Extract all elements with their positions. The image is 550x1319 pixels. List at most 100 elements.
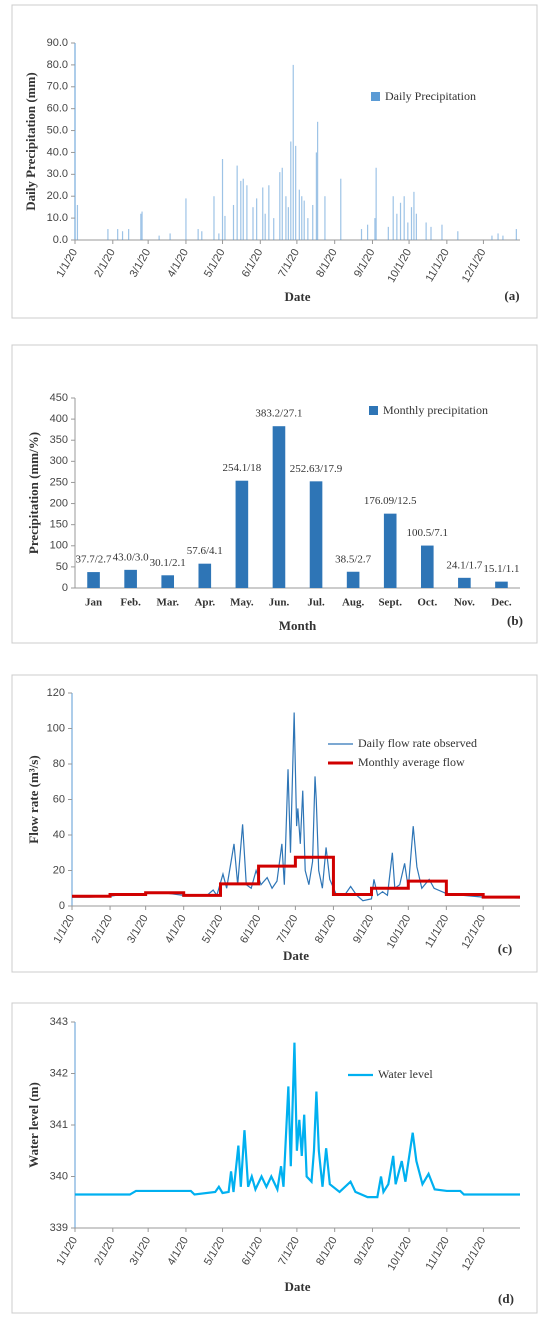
bar (410, 207, 413, 240)
bar (399, 202, 402, 240)
x-tick-label: Jul. (307, 597, 325, 609)
y-tick-label: 70.0 (47, 81, 68, 93)
x-tick-label: 6/1/20 (240, 247, 266, 279)
bar (495, 581, 508, 588)
bar (252, 207, 254, 240)
bar (346, 571, 360, 588)
bar (413, 191, 415, 240)
x-axis-title: Date (285, 1279, 311, 1294)
bar (273, 218, 275, 240)
bar (295, 145, 297, 240)
y-tick-label: 120 (47, 687, 65, 699)
y-tick-label: 80 (53, 758, 65, 770)
x-axis-title: Date (285, 289, 311, 304)
legend-label: Monthly average flow (358, 755, 465, 769)
x-tick-label: 7/1/20 (275, 913, 301, 945)
bar (264, 213, 266, 240)
bar (458, 577, 471, 588)
bar (279, 172, 281, 240)
bar (415, 213, 417, 240)
bar (457, 231, 459, 240)
bar (236, 165, 238, 240)
panel-label: (d) (498, 1291, 514, 1306)
panel: 339 340 341 342 343 1/1/20 2/1/20 3/1/20 4/1/20 5… (11, 1002, 538, 1314)
x-tick-label: 11/1/20 (423, 913, 451, 950)
bar (396, 213, 398, 240)
x-tick-label: 2/1/20 (89, 913, 115, 945)
y-tick-label: 340 (50, 1170, 68, 1182)
legend-label: Monthly precipitation (383, 403, 488, 417)
bar (169, 233, 171, 240)
bar (383, 513, 397, 588)
bar (107, 229, 109, 240)
panel-label: (c) (498, 941, 512, 956)
x-tick-label: 4/1/20 (165, 1235, 191, 1267)
bar (218, 233, 220, 240)
x-tick-label: Sept. (378, 597, 402, 609)
y-tick-label: 400 (50, 413, 68, 425)
bar (158, 235, 160, 240)
x-tick-label: Aug. (342, 597, 365, 609)
bar (213, 196, 215, 240)
y-axis-title: Precipitation (mm/%) (26, 432, 41, 554)
y-tick-label: 0 (59, 900, 65, 912)
legend-swatch (369, 406, 378, 415)
x-tick-label: 9/1/20 (351, 913, 377, 945)
y-tick-label: 300 (50, 455, 68, 467)
y-tick-label: 100 (50, 540, 68, 552)
bar (128, 229, 130, 240)
value-label: 252.63/17.9 (290, 463, 343, 475)
y-tick-label: 0.0 (53, 234, 68, 246)
y-tick-label: 30.0 (47, 168, 68, 180)
panel: 0.0 10.0 20.0 30.0 40.0 50.0 60.0 70.0 80.0 90.0 1… (11, 4, 538, 319)
bar (235, 480, 249, 588)
bar (301, 196, 303, 240)
bar (272, 426, 286, 588)
bar (317, 121, 319, 240)
bar (124, 569, 137, 588)
bar (117, 229, 119, 240)
panel-frame (11, 1002, 538, 1314)
x-tick-label: 10/1/20 (385, 247, 414, 285)
y-tick-label: 40.0 (47, 146, 68, 158)
panel: 0 20 40 60 80 100 120 1/1/20 2/1/20 3/1/20 4/1/20 5… (11, 674, 538, 973)
value-label: 383.2/27.1 (255, 408, 302, 420)
x-tick-label: 3/1/20 (125, 913, 151, 945)
y-axis-title: Water level (m) (26, 1082, 41, 1168)
bar (292, 64, 294, 240)
bar (140, 213, 142, 240)
bar (121, 231, 124, 240)
x-tick-label: 12/1/20 (460, 247, 489, 285)
x-tick-label: Apr. (194, 597, 215, 609)
y-tick-label: 100 (47, 722, 65, 734)
x-tick-label: Jun. (269, 597, 290, 609)
value-label: 43.0/3.0 (113, 551, 150, 563)
bar (224, 215, 226, 240)
bar (502, 235, 504, 240)
bar (298, 189, 300, 240)
bar (256, 198, 258, 240)
bar (240, 180, 242, 240)
x-tick-label: Jan (85, 597, 102, 609)
value-label: 15.1/1.1 (483, 563, 519, 575)
bar (76, 204, 79, 240)
value-label: 37.7/2.7 (76, 554, 113, 566)
x-tick-label: Dec. (491, 597, 512, 609)
legend-label: Water level (378, 1067, 433, 1081)
panel-label: (a) (504, 288, 519, 303)
bar (324, 196, 326, 240)
x-tick-label: 1/1/20 (54, 1235, 80, 1267)
x-tick-label: 4/1/20 (165, 247, 191, 279)
bar (232, 204, 235, 240)
value-label: 24.1/1.7 (446, 559, 483, 571)
bar (430, 226, 432, 240)
bar (307, 218, 309, 240)
x-tick-label: Nov. (454, 597, 475, 609)
bar (491, 235, 493, 240)
x-tick-label: 12/1/20 (460, 1235, 489, 1273)
y-tick-label: 20.0 (47, 190, 68, 202)
x-tick-label: 4/1/20 (163, 913, 189, 945)
bar (246, 185, 248, 240)
bar (515, 229, 517, 240)
y-tick-label: 60 (53, 793, 65, 805)
